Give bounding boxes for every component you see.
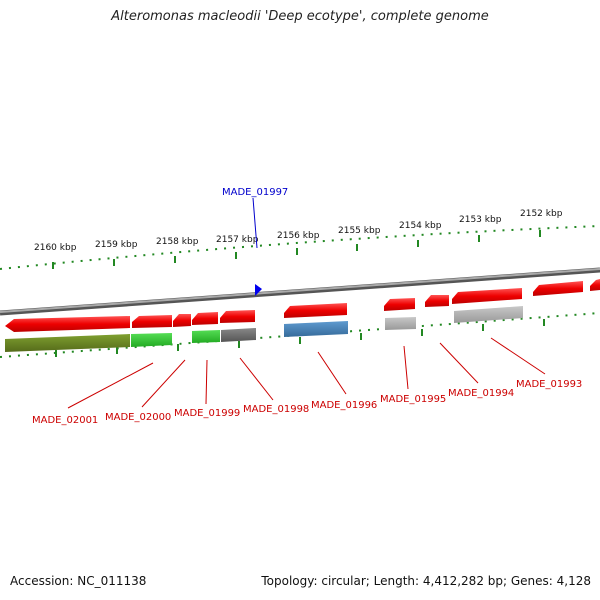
- kbp-label: 2159 kbp: [95, 240, 138, 250]
- gene-arrow[interactable]: [192, 312, 218, 325]
- genome-title: Alteromonas macleodii 'Deep ecotype', co…: [111, 9, 489, 24]
- kbp-label: 2158 kbp: [156, 237, 199, 247]
- kbp-label: 2155 kbp: [338, 226, 381, 236]
- feature-gray[interactable]: [385, 317, 416, 330]
- feature-boxes: [5, 306, 523, 352]
- gene-label-made-02000[interactable]: MADE_02000: [105, 412, 171, 423]
- feature-dark-gray[interactable]: [221, 328, 256, 342]
- kbp-label: 2153 kbp: [459, 215, 502, 225]
- gene-arrow[interactable]: [590, 279, 600, 291]
- accession-text: Accession: NC_011138: [10, 574, 147, 588]
- gene-arrow[interactable]: [284, 303, 347, 318]
- genome-summary-text: Topology: circular; Length: 4,412,282 bp…: [261, 574, 591, 588]
- gene-arrows-strand: [5, 279, 600, 332]
- genome-backbone: [0, 267, 600, 316]
- gene-arrow[interactable]: [452, 288, 522, 304]
- feature-gray[interactable]: [454, 306, 523, 323]
- kbp-label: 2157 kbp: [216, 235, 259, 245]
- gene-label-made-01998[interactable]: MADE_01998: [243, 404, 309, 415]
- gene-label-made-01997[interactable]: MADE_01997: [222, 187, 288, 198]
- gene-arrow[interactable]: [173, 314, 191, 327]
- kbp-label: 2156 kbp: [277, 231, 320, 241]
- major-ticks: [52, 230, 545, 357]
- feature-green[interactable]: [131, 333, 172, 347]
- feature-olive[interactable]: [5, 334, 130, 352]
- gene-label-made-01999[interactable]: MADE_01999: [174, 408, 240, 419]
- label-leader-line: [252, 197, 258, 249]
- kbp-label: 2160 kbp: [34, 243, 77, 253]
- gene-arrow[interactable]: [384, 298, 415, 311]
- gene-label-made-01996[interactable]: MADE_01996: [311, 400, 377, 411]
- gene-arrow[interactable]: [132, 315, 172, 328]
- kbp-label: 2152 kbp: [520, 209, 563, 219]
- gene-arrow[interactable]: [5, 316, 130, 332]
- feature-green[interactable]: [192, 330, 220, 343]
- label-leader-lines: [67, 337, 546, 409]
- gene-arrow[interactable]: [220, 310, 255, 323]
- gene-label-made-01995[interactable]: MADE_01995: [380, 394, 446, 405]
- gene-label-made-01993[interactable]: MADE_01993: [516, 379, 582, 390]
- gene-arrow[interactable]: [425, 295, 449, 307]
- gene-label-made-01994[interactable]: MADE_01994: [448, 388, 514, 399]
- gene-arrow[interactable]: [533, 281, 583, 296]
- feature-blue[interactable]: [284, 321, 348, 337]
- kbp-label: 2154 kbp: [399, 221, 442, 231]
- gene-label-made-02001[interactable]: MADE_02001: [32, 415, 98, 426]
- gene-made-01997-marker[interactable]: [255, 284, 262, 296]
